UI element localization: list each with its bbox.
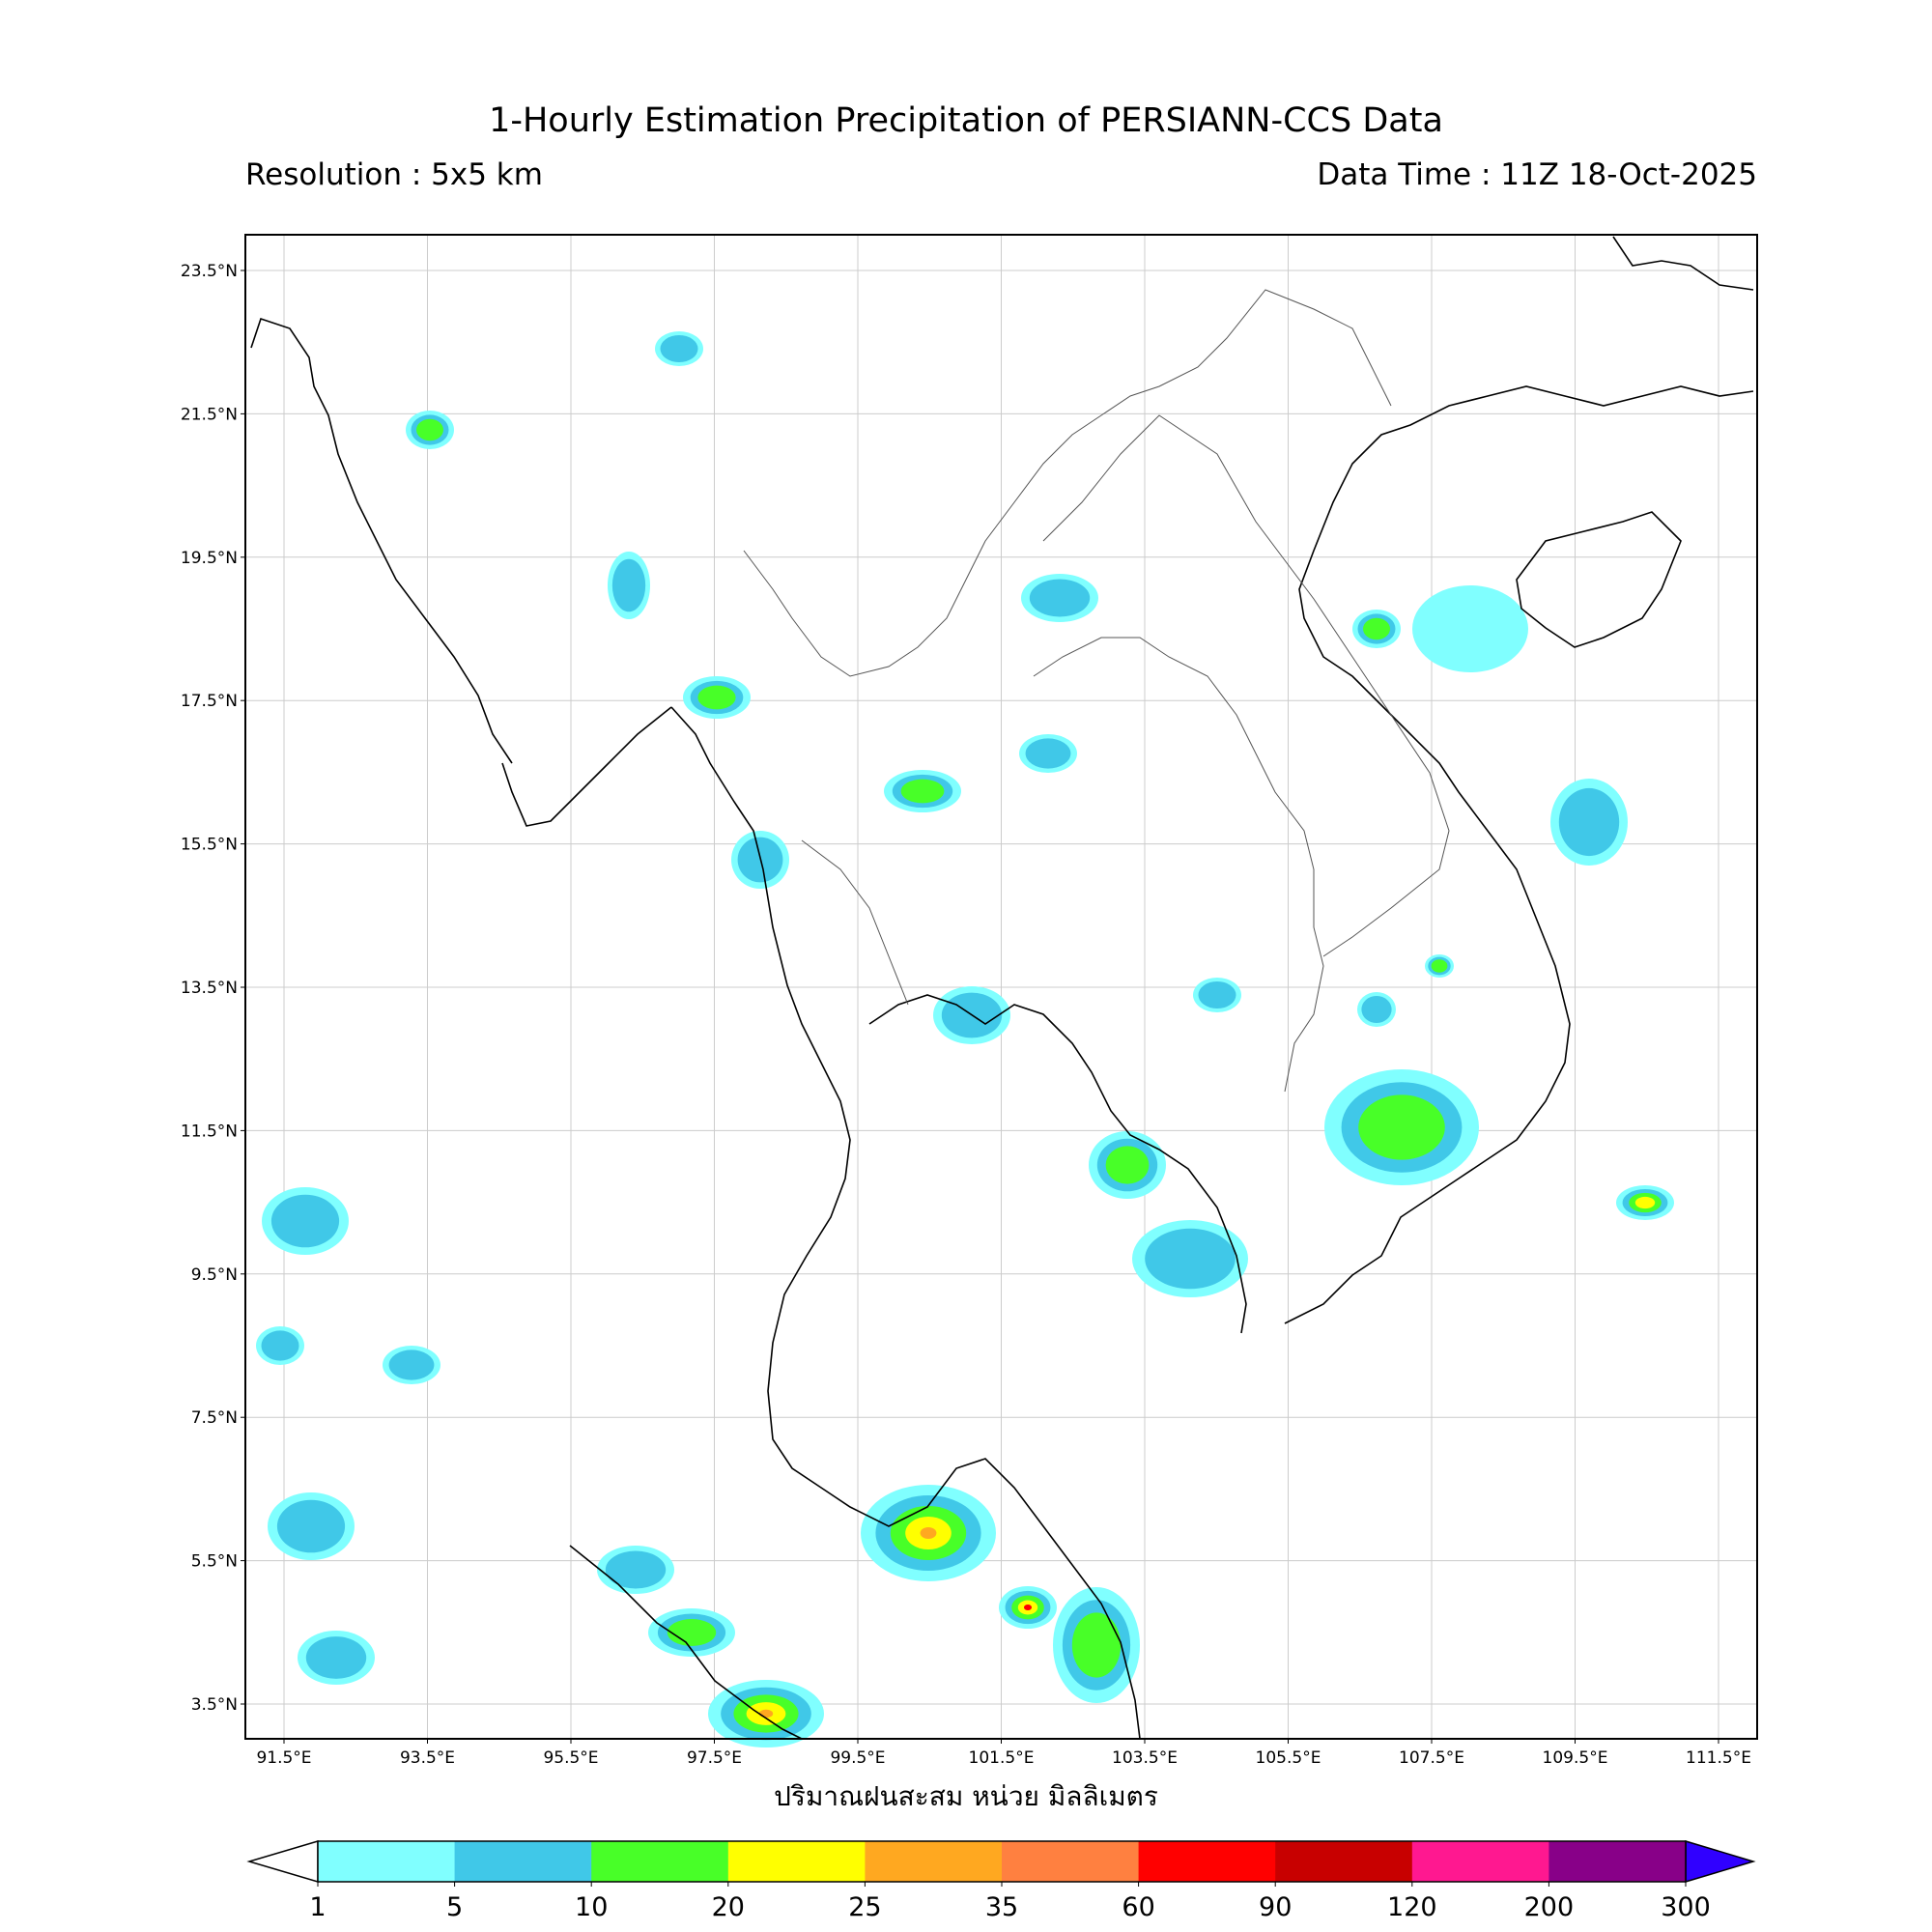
- colorbar-tick-label: 20: [712, 1892, 745, 1922]
- country-borders: [743, 289, 1450, 1093]
- lon-tick-label: 99.5°E: [830, 1748, 885, 1768]
- lat-tick-label: 23.5°N: [181, 262, 238, 281]
- colorbar-tick-label: 60: [1122, 1892, 1154, 1922]
- rain-cell: [261, 1330, 299, 1361]
- rain-cell: [1029, 579, 1091, 617]
- rain-cell: [660, 334, 698, 363]
- data-time-label: Data Time : 11Z 18-Oct-2025: [1317, 157, 1757, 192]
- colorbar-segment: [318, 1841, 456, 1882]
- lat-tick-label: 7.5°N: [191, 1408, 238, 1428]
- rain-cell: [1105, 1146, 1150, 1184]
- lat-tick-label: 9.5°N: [191, 1265, 238, 1285]
- lat-tick-label: 19.5°N: [181, 549, 238, 568]
- lon-tick-label: 111.5°E: [1686, 1748, 1751, 1768]
- colorbar-tick-label: 300: [1661, 1892, 1711, 1922]
- rain-cell: [1431, 959, 1448, 973]
- colorbar-segment: [1002, 1841, 1140, 1882]
- colorbar-segment: [1138, 1841, 1276, 1882]
- colorbar-label: ปริมาณฝนสะสม หน่วย มิลลิเมตร: [774, 1780, 1158, 1812]
- rain-cell: [1558, 787, 1620, 857]
- rain-cell: [758, 1709, 774, 1719]
- colorbar-tick-label: 90: [1259, 1892, 1292, 1922]
- colorbar-segment: [1411, 1841, 1549, 1882]
- rain-cell: [1025, 738, 1071, 769]
- resolution-label: Resolution : 5x5 km: [245, 157, 543, 192]
- colorbar-segment: [1275, 1841, 1413, 1882]
- rain-cell: [1145, 1228, 1236, 1290]
- lat-tick-label: 17.5°N: [181, 692, 238, 711]
- lon-tick-label: 103.5°E: [1112, 1748, 1178, 1768]
- lon-tick-label: 93.5°E: [400, 1748, 455, 1768]
- colorbar-segment: [454, 1841, 592, 1882]
- colorbar-tick-label: 5: [446, 1892, 463, 1922]
- lon-tick-label: 109.5°E: [1543, 1748, 1608, 1768]
- colorbar-under-arrow: [246, 1839, 319, 1884]
- colorbar-tick-label: 10: [575, 1892, 608, 1922]
- rain-cell: [1361, 995, 1392, 1024]
- colorbar-tick-label: 25: [848, 1892, 881, 1922]
- rain-cell: [1363, 617, 1390, 640]
- rain-cell: [416, 418, 443, 441]
- rain-cell: [276, 1499, 346, 1553]
- axis-ticks: 23.5°N 21.5°N 19.5°N 17.5°N 15.5°N 13.5°N 11.5…: [181, 262, 1751, 1768]
- lat-tick-label: 15.5°N: [181, 836, 238, 855]
- colorbar-over-arrow: [1685, 1839, 1756, 1884]
- lon-tick-label: 107.5°E: [1399, 1748, 1464, 1768]
- lat-tick-label: 13.5°N: [181, 979, 238, 998]
- rain-cell: [1071, 1612, 1122, 1678]
- rain-cell: [388, 1350, 435, 1380]
- rain-cell: [667, 1619, 717, 1646]
- lon-tick-label: 95.5°E: [543, 1748, 598, 1768]
- colorbar-tick-label: 1: [309, 1892, 326, 1922]
- colorbar-segment: [591, 1841, 729, 1882]
- rain-cell: [1024, 1605, 1032, 1610]
- colorbar-tick-label: 200: [1524, 1892, 1575, 1922]
- lon-tick-label: 97.5°E: [687, 1748, 742, 1768]
- lat-tick-label: 3.5°N: [191, 1695, 238, 1715]
- colorbar-segment: [727, 1841, 866, 1882]
- rain-cell: [1198, 980, 1236, 1009]
- precipitation-field: [256, 331, 1674, 1747]
- colorbar: 1 5 10 20 25 35 60 90 120 200 300: [246, 1839, 1756, 1922]
- rain-cell: [900, 779, 945, 804]
- lon-tick-label: 91.5°E: [256, 1748, 311, 1768]
- rain-cell: [605, 1550, 667, 1589]
- rain-cell: [920, 1527, 937, 1539]
- rain-cell: [305, 1636, 367, 1679]
- rain-cell: [1634, 1196, 1656, 1209]
- rain-cell: [1412, 585, 1528, 672]
- lat-tick-label: 5.5°N: [191, 1552, 238, 1572]
- colorbar-tick-label: 120: [1387, 1892, 1437, 1922]
- colorbar-segment: [1548, 1841, 1687, 1882]
- rain-cell: [270, 1194, 340, 1248]
- coastlines: [250, 236, 1754, 1740]
- lon-tick-label: 105.5°E: [1256, 1748, 1321, 1768]
- rain-cell: [1358, 1094, 1445, 1160]
- lon-tick-label: 101.5°E: [969, 1748, 1035, 1768]
- colorbar-segment: [865, 1841, 1003, 1882]
- rain-cell: [611, 558, 646, 612]
- colorbar-tick-label: 35: [985, 1892, 1018, 1922]
- map-title: 1-Hourly Estimation Precipitation of PER…: [489, 101, 1443, 140]
- gridlines: [245, 235, 1757, 1739]
- lat-tick-label: 21.5°N: [181, 405, 238, 424]
- lat-tick-label: 11.5°N: [181, 1122, 238, 1141]
- rain-cell: [697, 685, 736, 710]
